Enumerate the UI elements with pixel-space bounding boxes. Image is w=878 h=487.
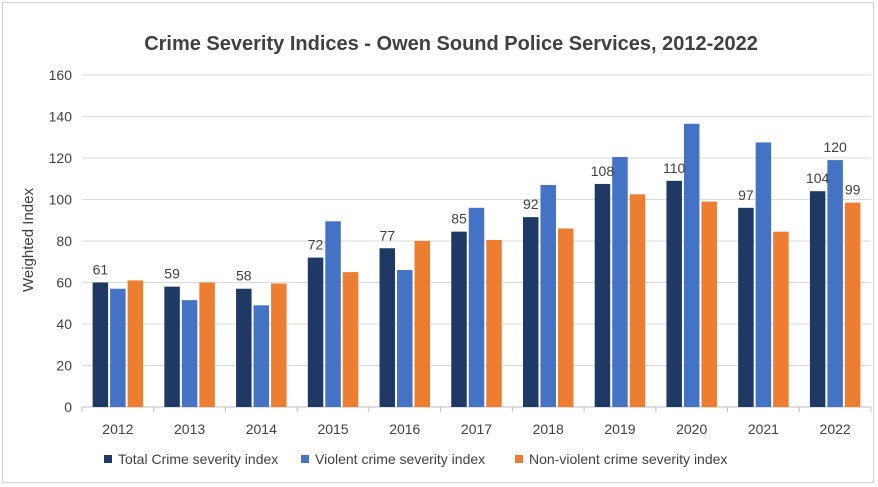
bar-violent-crime-severity-index-2020: [683, 123, 700, 407]
bar-non-violent-crime-severity-index-2015: [342, 272, 359, 407]
legend-label: Non-violent crime severity index: [529, 451, 727, 467]
bar-total-crime-severity-index-2022: [809, 191, 826, 407]
data-labels: 61 59 58 72 77 85 92 108 110 97 104 120 99: [93, 139, 861, 284]
bar-chart: Crime Severity Indices - Owen Sound Poli…: [20, 33, 872, 467]
data-label: 59: [164, 266, 180, 282]
legend-label: Total Crime severity index: [118, 451, 278, 467]
bar-violent-crime-severity-index-2015: [325, 221, 341, 407]
y-tick-label: 140: [49, 109, 73, 125]
legend-label: Violent crime severity index: [315, 451, 485, 467]
bar-non-violent-crime-severity-index-2022: [844, 202, 861, 407]
bar-total-crime-severity-index-2017: [451, 231, 467, 407]
bar-violent-crime-severity-index-2022: [827, 160, 843, 407]
x-tick-label: 2015: [317, 421, 348, 437]
bars: [92, 123, 861, 407]
bar-total-crime-severity-index-2014: [236, 288, 252, 407]
bar-non-violent-crime-severity-index-2014: [271, 283, 287, 407]
bar-non-violent-crime-severity-index-2021: [773, 231, 789, 407]
legend: Total Crime severity index Violent crime …: [104, 451, 727, 467]
bar-non-violent-crime-severity-index-2016: [414, 241, 431, 407]
legend-swatch: [515, 455, 523, 463]
bar-violent-crime-severity-index-2012: [110, 288, 126, 407]
bar-violent-crime-severity-index-2013: [181, 300, 198, 407]
bar-total-crime-severity-index-2012: [92, 282, 109, 407]
x-tick-label: 2019: [604, 421, 635, 437]
chart-title: Crime Severity Indices - Owen Sound Poli…: [144, 33, 758, 55]
bar-total-crime-severity-index-2018: [522, 217, 539, 407]
data-label: 108: [591, 163, 615, 179]
x-tick-label: 2012: [102, 421, 133, 437]
y-tick-label: 0: [64, 399, 72, 415]
bar-non-violent-crime-severity-index-2020: [701, 201, 717, 407]
bar-total-crime-severity-index-2015: [307, 257, 324, 407]
x-tick-label: 2013: [174, 421, 205, 437]
y-tick-label: 20: [56, 358, 72, 374]
bar-total-crime-severity-index-2016: [379, 248, 396, 407]
data-label: 120: [823, 139, 847, 155]
x-tick-label: 2020: [676, 421, 707, 437]
data-label: 97: [738, 187, 754, 203]
bar-violent-crime-severity-index-2016: [397, 270, 413, 407]
x-tick-label: 2022: [820, 421, 851, 437]
data-label: 85: [451, 211, 467, 227]
data-label: 110: [663, 160, 686, 176]
x-tick-label: 2014: [246, 421, 277, 437]
bar-non-violent-crime-severity-index-2013: [199, 282, 215, 407]
x-tick-label: 2021: [748, 421, 779, 437]
bar-violent-crime-severity-index-2017: [468, 207, 485, 407]
bar-non-violent-crime-severity-index-2017: [486, 239, 502, 407]
bar-non-violent-crime-severity-index-2018: [557, 228, 574, 407]
x-tick-label: 2017: [461, 421, 492, 437]
bar-violent-crime-severity-index-2021: [755, 142, 772, 407]
y-tick-label: 100: [49, 192, 73, 208]
data-label: 92: [523, 196, 539, 212]
data-label: 72: [308, 237, 324, 253]
y-tick-label: 160: [49, 67, 73, 83]
y-tick-label: 60: [56, 275, 72, 291]
bar-total-crime-severity-index-2020: [666, 180, 682, 407]
x-tick-label: 2018: [533, 421, 564, 437]
data-label: 99: [845, 182, 861, 198]
legend-swatch: [104, 455, 112, 463]
bar-non-violent-crime-severity-index-2012: [127, 280, 144, 407]
axes: 0 20 40 60 80 100 120 140 160 2012 2013 2014 2015 201…: [49, 67, 872, 437]
data-label: 104: [806, 170, 830, 186]
bar-non-violent-crime-severity-index-2019: [629, 194, 646, 407]
data-label: 77: [379, 227, 395, 243]
data-label: 58: [236, 268, 252, 284]
y-tick-label: 120: [49, 150, 73, 166]
bar-violent-crime-severity-index-2018: [540, 184, 556, 407]
bar-total-crime-severity-index-2019: [594, 183, 611, 407]
bar-total-crime-severity-index-2013: [164, 286, 180, 407]
bar-total-crime-severity-index-2021: [738, 207, 754, 407]
y-tick-label: 80: [56, 233, 72, 249]
bar-violent-crime-severity-index-2014: [253, 305, 270, 407]
data-label: 61: [93, 262, 109, 278]
bar-violent-crime-severity-index-2019: [612, 156, 628, 407]
x-tick-label: 2016: [389, 421, 420, 437]
legend-swatch: [301, 455, 309, 463]
y-axis-title: Weighted Index: [20, 188, 37, 292]
y-tick-label: 40: [56, 316, 72, 332]
